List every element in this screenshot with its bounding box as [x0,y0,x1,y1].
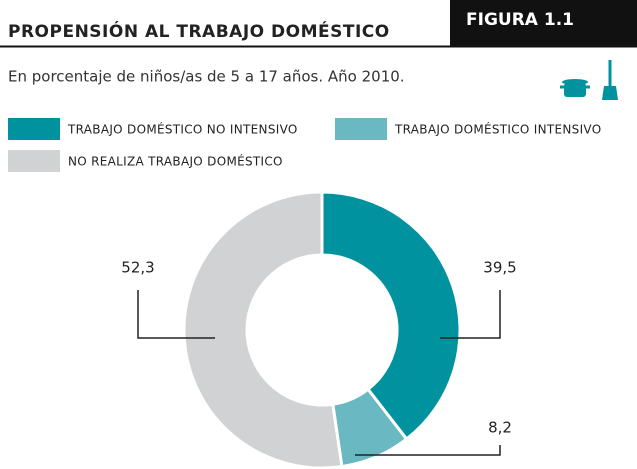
figure-badge: FIGURA 1.1 [466,10,574,30]
value-label: 52,3 [121,259,154,277]
legend-swatch [8,118,60,140]
icon [560,60,618,100]
chart-subtitle: En porcentaje de niños/as de 5 a 17 años… [8,68,405,86]
value-label: 8,2 [488,419,512,437]
legend-label: TRABAJO DOMÉSTICO INTENSIVO [394,122,601,137]
legend-swatch [8,150,60,172]
legend-swatch [335,118,387,140]
badge-bg [450,0,637,46]
slice [320,190,462,442]
leader-line [355,445,501,456]
chart-title: PROPENSIÓN AL TRABAJO DOMÉSTICO [8,20,390,42]
legend-label: TRABAJO DOMÉSTICO NO INTENSIVO [67,122,298,137]
leader-line [137,290,215,339]
legend-label: NO REALIZA TRABAJO DOMÉSTICO [68,154,283,169]
leader-line [440,290,501,339]
slice [182,190,344,469]
value-label: 39,5 [483,259,516,277]
